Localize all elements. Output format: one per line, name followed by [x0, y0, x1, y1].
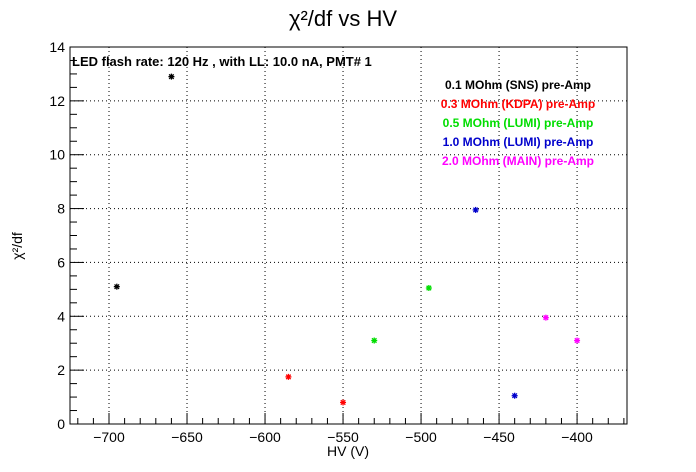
- y-tick-label: 12: [49, 93, 65, 109]
- x-tick-label: −550: [327, 429, 359, 445]
- y-tick-label: 2: [57, 362, 65, 378]
- chart-annotation: LED flash rate: 120 Hz , with LL: 10.0 n…: [72, 54, 372, 69]
- data-point: [113, 283, 120, 290]
- data-point: [340, 399, 347, 406]
- data-point: [511, 392, 518, 399]
- legend-entry: 0.1 MOhm (SNS) pre-Amp: [445, 78, 591, 92]
- grid: [70, 47, 627, 424]
- y-tick-label: 6: [57, 254, 65, 270]
- y-tick-label: 8: [57, 201, 65, 217]
- x-tick-label: −500: [405, 429, 437, 445]
- x-tick-label: −650: [171, 429, 203, 445]
- data-point: [425, 285, 432, 292]
- y-axis-label: χ²/df: [9, 232, 25, 260]
- y-tick-label: 10: [49, 147, 65, 163]
- legend-entry: 2.0 MOhm (MAIN) pre-Amp: [442, 154, 594, 168]
- data-point: [574, 337, 581, 344]
- x-tick-label: −600: [249, 429, 281, 445]
- legend-entry: 0.3 MOhm (KDPA) pre-Amp: [441, 97, 595, 111]
- x-axis: −700 −650 −600 −550 −500 −450 −400: [77, 413, 625, 445]
- data-point: [472, 206, 479, 213]
- data-point: [285, 373, 292, 380]
- y-tick-label: 4: [57, 308, 65, 324]
- data-points: [113, 73, 581, 406]
- y-tick-label: 14: [49, 39, 65, 55]
- x-tick-label: −450: [483, 429, 515, 445]
- data-point: [542, 314, 549, 321]
- data-point: [371, 337, 378, 344]
- legend-entry: 1.0 MOhm (LUMI) pre-Amp: [443, 135, 594, 149]
- x-tick-label: −700: [93, 429, 125, 445]
- y-tick-label: 0: [57, 416, 65, 432]
- legend: 0.1 MOhm (SNS) pre-Amp 0.3 MOhm (KDPA) pr…: [441, 78, 595, 168]
- x-axis-label: HV (V): [327, 443, 369, 459]
- data-point: [168, 73, 175, 80]
- chart-title: χ²/df vs HV: [289, 6, 397, 31]
- x-tick-label: −400: [561, 429, 593, 445]
- y-axis: 0 2 4 6 8 10 12 14: [49, 39, 84, 432]
- legend-entry: 0.5 MOhm (LUMI) pre-Amp: [443, 116, 594, 130]
